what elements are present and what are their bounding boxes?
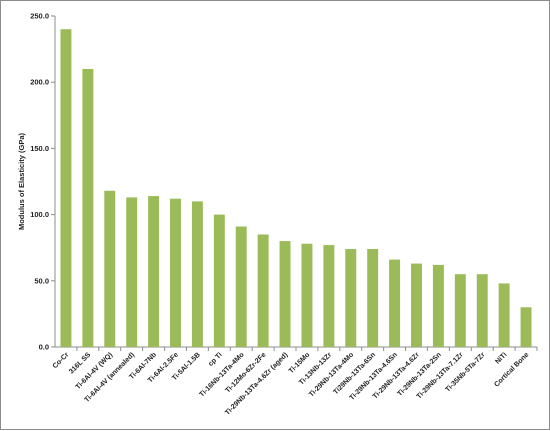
- bar: [498, 283, 510, 347]
- bar: [279, 241, 291, 347]
- category-label: Co-Cr: [52, 351, 71, 370]
- bar: [432, 264, 444, 347]
- bar: [411, 263, 422, 347]
- y-tick-label: 50.0: [34, 276, 49, 285]
- y-axis-title: Modulus of Elasticity (GPa): [17, 132, 26, 230]
- bar: [345, 249, 357, 347]
- y-tick-label: 200.0: [30, 78, 49, 87]
- bar: [301, 243, 313, 347]
- bar: [476, 274, 488, 347]
- bar: [235, 226, 247, 347]
- bar: [126, 197, 138, 347]
- bar: [213, 214, 225, 347]
- y-tick-label: 150.0: [30, 144, 49, 153]
- bar: [104, 190, 116, 347]
- category-label: Ti-12Mo-6Zr-2Fe: [224, 351, 267, 394]
- y-tick-label: 0.0: [39, 343, 49, 352]
- bar: [60, 29, 72, 348]
- category-label: Ti-35Nb-5Ta-7Zr: [444, 351, 486, 393]
- bar: [257, 234, 269, 347]
- category-label: cp Ti: [207, 351, 223, 367]
- bar: [323, 245, 335, 347]
- bar: [148, 196, 160, 347]
- y-tick-label: 100.0: [30, 210, 49, 219]
- bar: [454, 274, 466, 347]
- category-label: NiTi: [494, 351, 508, 365]
- plot-area: 0.0 50.0 100.0 150.0 200.0 250.0 Modulus of El…: [17, 12, 538, 417]
- bar: [367, 249, 379, 347]
- y-tick-label: 250.0: [30, 12, 49, 21]
- bar: [170, 198, 181, 347]
- bar: [82, 68, 94, 348]
- bar: [191, 201, 203, 347]
- bar: [520, 307, 532, 347]
- bar: [389, 259, 401, 347]
